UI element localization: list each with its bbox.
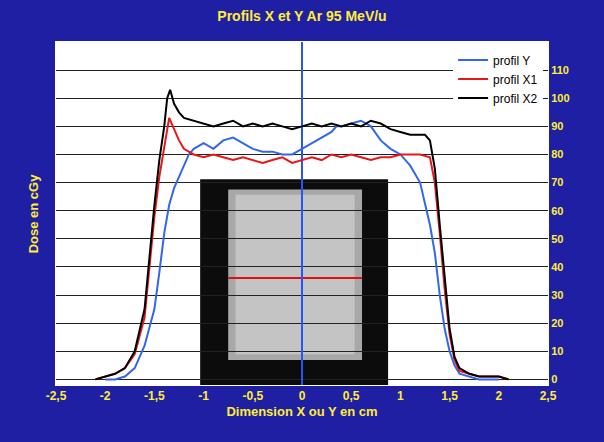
svg-text:-2: -2 [100, 389, 111, 403]
svg-text:50: 50 [551, 233, 563, 245]
svg-text:2: 2 [495, 389, 502, 403]
svg-text:profil Y: profil Y [493, 54, 530, 68]
svg-text:-1,5: -1,5 [144, 389, 165, 403]
svg-text:Dimension X ou Y en cm: Dimension X ou Y en cm [226, 404, 377, 419]
svg-text:profil X1: profil X1 [493, 73, 537, 87]
svg-text:Profils X et Y Ar 95 MeV/u: Profils X et Y Ar 95 MeV/u [217, 8, 386, 24]
svg-text:profil X2: profil X2 [493, 92, 537, 106]
svg-text:60: 60 [551, 205, 563, 217]
svg-text:80: 80 [551, 148, 563, 160]
svg-text:90: 90 [551, 120, 563, 132]
svg-text:2,5: 2,5 [540, 389, 557, 403]
svg-text:0: 0 [551, 373, 557, 385]
svg-text:100: 100 [551, 92, 569, 104]
svg-text:1,5: 1,5 [441, 389, 458, 403]
svg-text:-2,5: -2,5 [46, 389, 67, 403]
svg-text:70: 70 [551, 176, 563, 188]
svg-text:0: 0 [299, 389, 306, 403]
svg-text:40: 40 [551, 261, 563, 273]
svg-text:-1: -1 [198, 389, 209, 403]
svg-text:0,5: 0,5 [343, 389, 360, 403]
svg-text:30: 30 [551, 289, 563, 301]
svg-text:10: 10 [551, 345, 563, 357]
svg-text:-0,5: -0,5 [242, 389, 263, 403]
svg-text:1: 1 [397, 389, 404, 403]
svg-text:Dose en cGy: Dose en cGy [26, 174, 41, 254]
svg-text:110: 110 [551, 64, 569, 76]
svg-text:20: 20 [551, 317, 563, 329]
